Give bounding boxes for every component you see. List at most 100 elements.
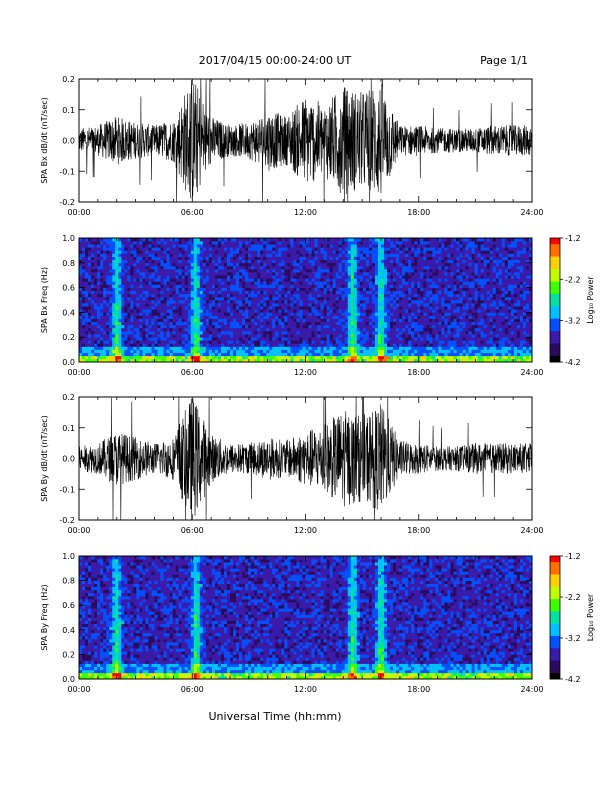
spectrogram-cell (139, 263, 142, 266)
spectrogram-cell (148, 269, 151, 272)
spectrogram-cell (423, 309, 426, 312)
spectrogram-cell (124, 337, 127, 340)
spectrogram-cell (296, 356, 299, 359)
spectrogram-cell (384, 297, 387, 300)
spectrogram-cell (375, 263, 378, 266)
spectrogram-cell (257, 303, 260, 306)
spectrogram-cell (381, 312, 384, 315)
spectrogram-cell (411, 288, 414, 291)
spectrogram-cell (429, 291, 432, 294)
spectrogram-cell (194, 250, 197, 253)
spectrogram-cell (384, 331, 387, 334)
spectrogram-cell (194, 285, 197, 288)
spectrogram-cell (191, 328, 194, 331)
spectrogram-cell (209, 312, 212, 315)
spectrogram-cell (312, 356, 315, 359)
spectrogram-cell (405, 260, 408, 263)
spectrogram-cell (444, 266, 447, 269)
spectrogram-cell (441, 266, 444, 269)
spectrogram-cell (293, 322, 296, 325)
spectrogram-cell (447, 306, 450, 309)
spectrogram-cell (221, 272, 224, 275)
spectrogram-cell (293, 297, 296, 300)
spectrogram-cell (339, 340, 342, 343)
spectrogram-cell (363, 257, 366, 260)
spectrogram-cell (224, 331, 227, 334)
spectrogram-cell (188, 272, 191, 275)
spectrogram-cell (360, 260, 363, 263)
spectrogram-cell (254, 278, 257, 281)
spectrogram-cell (312, 312, 315, 315)
spectrogram-cell (447, 260, 450, 263)
spectrogram-cell (324, 266, 327, 269)
spectrogram-cell (333, 254, 336, 257)
spectrogram-cell (115, 266, 118, 269)
spectrogram-cell (212, 331, 215, 334)
spectrogram-cell (251, 269, 254, 272)
spectrogram-cell (272, 328, 275, 331)
spectrogram-cell (290, 334, 293, 337)
spectrogram-cell (306, 285, 309, 288)
spectrogram-cell (203, 275, 206, 278)
spectrogram-cell (351, 328, 354, 331)
spectrogram-cell (375, 285, 378, 288)
spectrogram-cell (100, 297, 103, 300)
spectrogram-cell (429, 294, 432, 297)
spectrogram-cell (167, 275, 170, 278)
spectrogram-cell (248, 269, 251, 272)
spectrogram-cell (236, 328, 239, 331)
spectrogram-cell (423, 294, 426, 297)
spectrogram-cell (309, 306, 312, 309)
spectrogram-cell (197, 281, 200, 284)
spectrogram-cell (339, 260, 342, 263)
spectrogram-cell (315, 291, 318, 294)
spectrogram-cell (351, 337, 354, 340)
spectrogram-cell (254, 285, 257, 288)
spectrogram-cell (136, 291, 139, 294)
spectrogram-cell (257, 272, 260, 275)
spectrogram-cell (345, 303, 348, 306)
spectrogram-cell (369, 281, 372, 284)
spectrogram-cell (327, 325, 330, 328)
spectrogram-cell (293, 266, 296, 269)
spectrogram-cell (239, 328, 242, 331)
spectrogram-cell (411, 343, 414, 346)
spectrogram-cell (369, 306, 372, 309)
spectrogram-cell (444, 328, 447, 331)
spectrogram-cell (315, 312, 318, 315)
spectrogram-cell (290, 340, 293, 343)
spectrogram-cell (417, 247, 420, 250)
spectrogram-cell (227, 343, 230, 346)
spectrogram-cell (221, 325, 224, 328)
spectrogram-cell (345, 325, 348, 328)
spectrogram-cell (363, 319, 366, 322)
spectrogram-cell (426, 278, 429, 281)
spectrogram-cell (257, 347, 260, 350)
spectrogram-cell (121, 343, 124, 346)
spectrogram-cell (139, 347, 142, 350)
spectrogram-cell (145, 257, 148, 260)
spectrogram-cell (339, 269, 342, 272)
spectrogram-cell (230, 350, 233, 353)
spectrogram-cell (414, 269, 417, 272)
spectrogram-cell (330, 309, 333, 312)
spectrogram-cell (369, 272, 372, 275)
spectrogram-cell (167, 331, 170, 334)
spectrogram-cell (109, 260, 112, 263)
spectrogram-cell (182, 322, 185, 325)
spectrogram-cell (161, 303, 164, 306)
spectrogram-cell (447, 343, 450, 346)
spectrogram-cell (327, 340, 330, 343)
spectrogram-cell (375, 260, 378, 263)
spectrogram-cell (200, 303, 203, 306)
spectrogram-cell (405, 331, 408, 334)
spectrogram-cell (399, 294, 402, 297)
spectrogram-cell (97, 312, 100, 315)
spectrogram-cell (342, 325, 345, 328)
spectrogram-cell (275, 312, 278, 315)
spectrogram-cell (133, 294, 136, 297)
spectrogram-cell (318, 337, 321, 340)
spectrogram-cell (444, 353, 447, 356)
spectrogram-cell (275, 300, 278, 303)
spectrogram-cell (254, 263, 257, 266)
